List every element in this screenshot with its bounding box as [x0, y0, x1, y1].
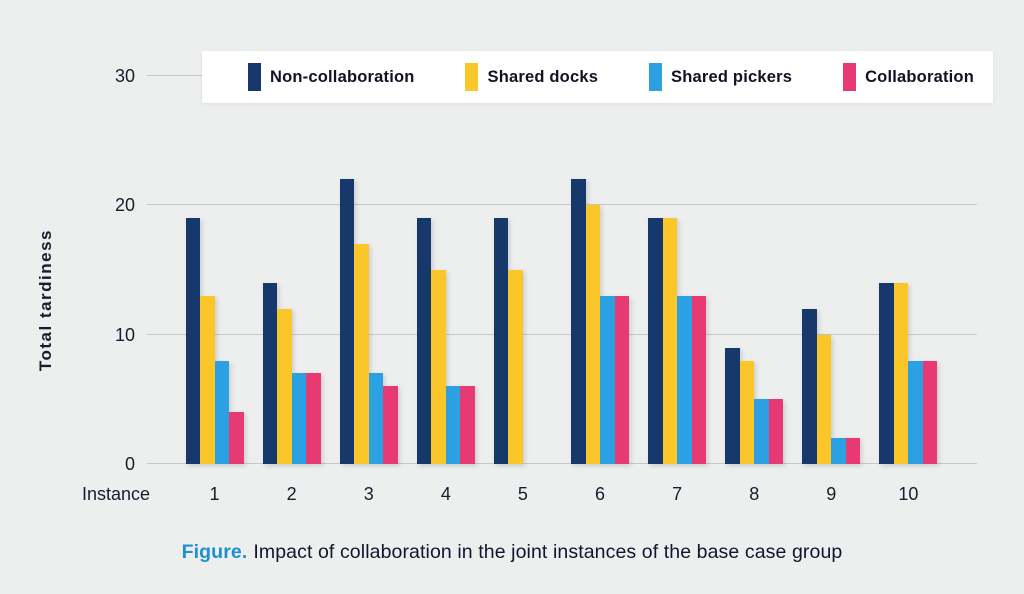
bar-shared-pickers-instance-7 — [677, 295, 692, 464]
bar-shared-docks-instance-2 — [277, 308, 292, 464]
bar-group-instance-9 — [802, 308, 861, 464]
legend-swatch-non-collaboration — [248, 63, 261, 91]
bar-shared-docks-instance-10 — [893, 282, 909, 464]
x-tick-label-2: 2 — [286, 484, 297, 504]
y-axis-title-wrap: Total tardiness — [24, 110, 68, 490]
bar-group-instance-3 — [339, 179, 398, 464]
gridline-10 — [147, 333, 977, 335]
bar-shared-pickers-instance-9 — [831, 438, 846, 464]
bar-slot-instance-5 — [484, 76, 561, 464]
bar-shared-docks-instance-4 — [431, 270, 446, 464]
bar-group-instance-5 — [493, 218, 552, 464]
bar-shared-docks-instance-3 — [354, 244, 369, 464]
bar-collaboration-instance-9 — [845, 438, 861, 464]
bar-slot-instance-10 — [870, 76, 947, 464]
x-axis-title: Instance — [81, 484, 151, 504]
legend-swatch-shared-docks — [465, 63, 479, 91]
legend-swatch-shared-pickers — [649, 63, 663, 91]
bar-slot-instance-2 — [253, 76, 330, 464]
bar-collaboration-instance-1 — [229, 412, 244, 464]
bar-non-collaboration-instance-6 — [571, 179, 586, 464]
bar-non-collaboration-instance-7 — [648, 218, 663, 464]
x-tick-label-3: 3 — [363, 484, 374, 504]
bar-non-collaboration-instance-10 — [879, 282, 894, 464]
bar-shared-pickers-instance-3 — [368, 373, 384, 464]
bar-slot-instance-8 — [716, 76, 793, 464]
bar-collaboration-instance-10 — [922, 360, 938, 464]
bar-slot-instance-3 — [330, 76, 407, 464]
y-tick-label-0: 0 — [124, 454, 135, 474]
bar-group-instance-7 — [648, 218, 707, 464]
bar-non-collaboration-instance-9 — [802, 308, 817, 464]
bar-group-instance-8 — [725, 347, 784, 464]
bar-slot-instance-4 — [407, 76, 484, 464]
legend-item-shared-docks: Shared docks — [465, 63, 598, 91]
y-tick-label-10: 10 — [114, 324, 135, 345]
figure-caption: Figure. Impact of collaboration in the jo… — [0, 541, 1024, 564]
legend-swatch-collaboration — [843, 63, 857, 91]
bar-shared-pickers-instance-6 — [600, 295, 615, 464]
bar-slot-instance-1 — [176, 76, 253, 464]
caption-label: Figure. — [181, 541, 248, 563]
legend-item-collaboration: Collaboration — [843, 63, 974, 91]
x-tick-label-6: 6 — [595, 484, 606, 504]
x-tick-label-10: 10 — [898, 484, 919, 504]
legend-item-shared-pickers: Shared pickers — [649, 63, 792, 91]
bar-collaboration-instance-3 — [383, 386, 398, 464]
bar-collaboration-instance-4 — [460, 386, 475, 464]
x-tick-label-9: 9 — [826, 484, 837, 504]
bar-non-collaboration-instance-3 — [339, 179, 355, 464]
bar-group-instance-4 — [416, 218, 475, 464]
bar-group-instance-6 — [571, 179, 630, 464]
bar-slot-instance-7 — [639, 76, 716, 464]
x-tick-label-5: 5 — [517, 484, 528, 504]
bars-region — [176, 76, 947, 464]
legend-item-non-collaboration: Non-collaboration — [248, 63, 415, 91]
gridline-0 — [147, 463, 977, 464]
bar-collaboration-instance-7 — [691, 295, 707, 464]
bar-collaboration-instance-6 — [614, 295, 630, 464]
bar-slot-instance-6 — [561, 76, 638, 464]
bar-non-collaboration-instance-1 — [185, 218, 201, 464]
plot-area: 0 10 20 30 — [115, 66, 977, 474]
bar-shared-pickers-instance-4 — [445, 386, 461, 464]
bar-group-instance-10 — [879, 282, 938, 464]
bar-collaboration-instance-8 — [768, 399, 784, 464]
y-tick-label-20: 20 — [114, 195, 135, 216]
y-axis-title: Total tardiness — [36, 228, 55, 372]
bar-non-collaboration-instance-8 — [725, 347, 740, 464]
bar-shared-docks-instance-9 — [816, 334, 832, 464]
caption-text: Impact of collaboration in the joint ins… — [253, 541, 843, 563]
x-tick-labels: 1 2 3 4 5 6 7 8 9 10 — [176, 484, 947, 505]
bar-non-collaboration-instance-2 — [262, 282, 278, 464]
bar-shared-docks-instance-6 — [585, 205, 601, 464]
bar-collaboration-instance-2 — [306, 373, 321, 464]
bar-slot-instance-9 — [793, 76, 870, 464]
legend-label-shared-docks: Shared docks — [487, 67, 599, 86]
bar-shared-docks-instance-5 — [508, 270, 523, 464]
bar-non-collaboration-instance-5 — [493, 218, 509, 464]
gridline-20 — [147, 204, 977, 206]
y-tick-label-30: 30 — [114, 66, 135, 86]
x-tick-label-1: 1 — [209, 484, 220, 504]
bar-non-collaboration-instance-4 — [416, 218, 432, 464]
x-tick-label-8: 8 — [749, 484, 760, 504]
legend-label-shared-pickers: Shared pickers — [671, 67, 793, 86]
bar-shared-docks-instance-8 — [739, 360, 755, 464]
bar-shared-docks-instance-1 — [200, 295, 215, 464]
x-tick-label-7: 7 — [672, 484, 683, 504]
bar-shared-pickers-instance-8 — [754, 399, 769, 464]
bar-shared-pickers-instance-2 — [291, 373, 307, 464]
bar-group-instance-2 — [262, 282, 321, 464]
bar-shared-pickers-instance-10 — [908, 360, 923, 464]
legend-label-non-collaboration: Non-collaboration — [270, 67, 415, 86]
legend: Non-collaboration Shared docks Shared pick… — [202, 51, 993, 103]
bar-group-instance-1 — [185, 218, 244, 464]
x-tick-label-4: 4 — [440, 484, 451, 504]
legend-label-collaboration: Collaboration — [865, 67, 974, 86]
bar-shared-pickers-instance-1 — [214, 360, 230, 464]
bar-shared-docks-instance-7 — [662, 218, 678, 464]
